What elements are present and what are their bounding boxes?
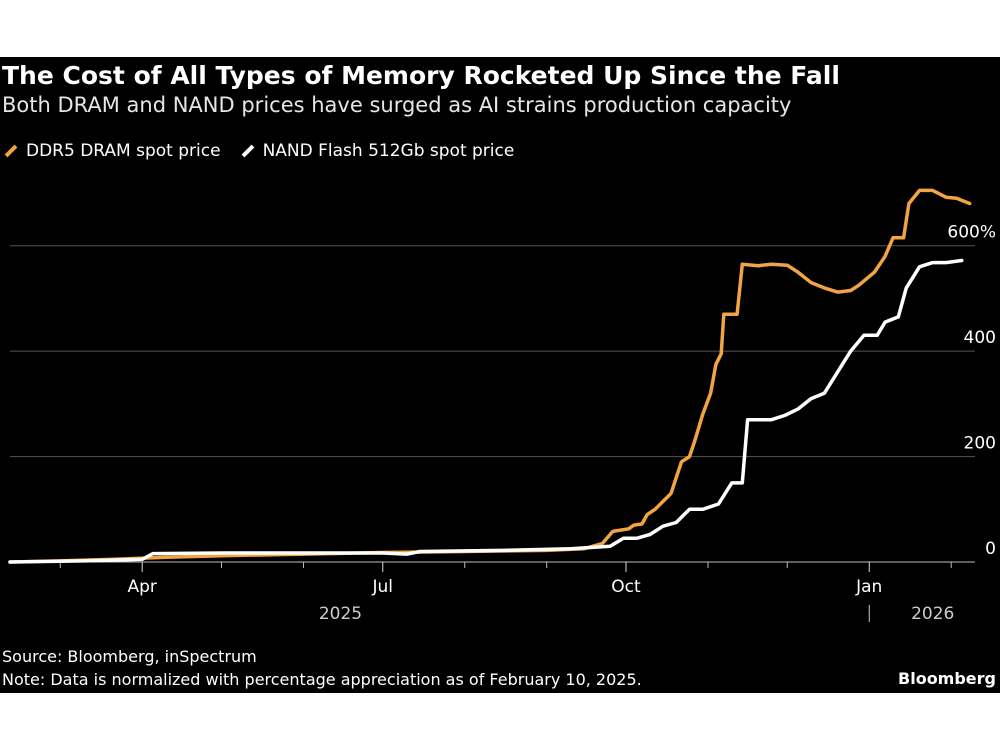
- y-tick-label-200: 200: [964, 434, 996, 454]
- legend-item-nand: NAND Flash 512Gb spot price: [241, 141, 515, 161]
- legend-label-dram: DDR5 DRAM spot price: [26, 141, 221, 161]
- series-line-nand: [8, 258, 964, 564]
- year-label-2025: 2025: [319, 604, 362, 624]
- y-tick-label-400: 400: [964, 328, 996, 348]
- legend: DDR5 DRAM spot price NAND Flash 512Gb sp…: [4, 141, 514, 161]
- x-tick-label-jul: Jul: [372, 577, 394, 597]
- legend-item-dram: DDR5 DRAM spot price: [4, 141, 221, 161]
- x-tick-label-oct: Oct: [611, 577, 641, 597]
- x-tick-label-apr: Apr: [127, 577, 156, 597]
- year-label-2026: 2026: [911, 604, 954, 624]
- source-note: Source: Bloomberg, inSpectrum: [2, 647, 257, 666]
- legend-label-nand: NAND Flash 512Gb spot price: [262, 141, 515, 161]
- y-tick-label-600: 600%: [947, 223, 996, 243]
- footnote: Note: Data is normalized with percentage…: [2, 670, 642, 689]
- x-tick-label-jan: Jan: [855, 577, 882, 597]
- bloomberg-logo: Bloomberg: [898, 669, 996, 688]
- y-tick-label-0: 0: [985, 539, 996, 559]
- line-chart: 0 200 400 600% Apr Jul Oct Jan 2025 2026: [8, 188, 996, 624]
- chart-panel: The Cost of All Types of Memory Rocketed…: [0, 57, 1000, 693]
- chart-subtitle: Both DRAM and NAND prices have surged as…: [2, 93, 792, 117]
- chart-title: The Cost of All Types of Memory Rocketed…: [2, 61, 840, 90]
